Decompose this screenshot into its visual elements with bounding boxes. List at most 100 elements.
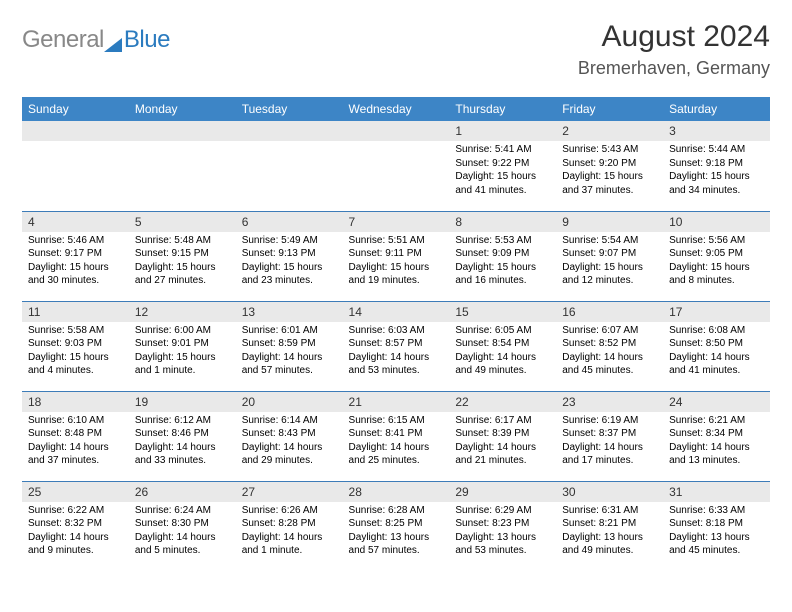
day-number: [343, 121, 450, 141]
calendar-cell: 5Sunrise: 5:48 AMSunset: 9:15 PMDaylight…: [129, 211, 236, 301]
sunset-text: Sunset: 8:18 PM: [669, 517, 764, 531]
day-details: Sunrise: 6:12 AMSunset: 8:46 PMDaylight:…: [129, 412, 236, 472]
day-header: Wednesday: [343, 97, 450, 121]
day-number: 3: [663, 121, 770, 141]
day-number: 7: [343, 212, 450, 232]
daylight-text: Daylight: 14 hours and 57 minutes.: [242, 351, 337, 378]
day-number: 30: [556, 482, 663, 502]
day-details: Sunrise: 6:00 AMSunset: 9:01 PMDaylight:…: [129, 322, 236, 382]
calendar-cell: 13Sunrise: 6:01 AMSunset: 8:59 PMDayligh…: [236, 301, 343, 391]
calendar-cell: [129, 121, 236, 211]
day-details: Sunrise: 5:41 AMSunset: 9:22 PMDaylight:…: [449, 141, 556, 201]
day-details: Sunrise: 6:03 AMSunset: 8:57 PMDaylight:…: [343, 322, 450, 382]
sunrise-text: Sunrise: 6:15 AM: [349, 414, 444, 428]
day-number: 23: [556, 392, 663, 412]
day-details: Sunrise: 6:14 AMSunset: 8:43 PMDaylight:…: [236, 412, 343, 472]
sunset-text: Sunset: 8:52 PM: [562, 337, 657, 351]
day-header: Thursday: [449, 97, 556, 121]
calendar-cell: 20Sunrise: 6:14 AMSunset: 8:43 PMDayligh…: [236, 391, 343, 481]
sunset-text: Sunset: 9:17 PM: [28, 247, 123, 261]
day-header: Saturday: [663, 97, 770, 121]
sunrise-text: Sunrise: 6:01 AM: [242, 324, 337, 338]
calendar-body: 1Sunrise: 5:41 AMSunset: 9:22 PMDaylight…: [22, 121, 770, 571]
daylight-text: Daylight: 14 hours and 53 minutes.: [349, 351, 444, 378]
daylight-text: Daylight: 14 hours and 21 minutes.: [455, 441, 550, 468]
sunrise-text: Sunrise: 6:21 AM: [669, 414, 764, 428]
calendar-cell: 23Sunrise: 6:19 AMSunset: 8:37 PMDayligh…: [556, 391, 663, 481]
daylight-text: Daylight: 15 hours and 27 minutes.: [135, 261, 230, 288]
location-label: Bremerhaven, Germany: [578, 58, 770, 79]
sunrise-text: Sunrise: 6:07 AM: [562, 324, 657, 338]
calendar-cell: 27Sunrise: 6:26 AMSunset: 8:28 PMDayligh…: [236, 481, 343, 571]
sunset-text: Sunset: 8:46 PM: [135, 427, 230, 441]
sunset-text: Sunset: 8:41 PM: [349, 427, 444, 441]
day-number: 16: [556, 302, 663, 322]
sunrise-text: Sunrise: 5:46 AM: [28, 234, 123, 248]
day-details: Sunrise: 6:28 AMSunset: 8:25 PMDaylight:…: [343, 502, 450, 562]
day-number: 2: [556, 121, 663, 141]
calendar-week-row: 25Sunrise: 6:22 AMSunset: 8:32 PMDayligh…: [22, 481, 770, 571]
day-details: Sunrise: 5:54 AMSunset: 9:07 PMDaylight:…: [556, 232, 663, 292]
sunset-text: Sunset: 9:07 PM: [562, 247, 657, 261]
sunrise-text: Sunrise: 5:51 AM: [349, 234, 444, 248]
day-details: Sunrise: 5:48 AMSunset: 9:15 PMDaylight:…: [129, 232, 236, 292]
daylight-text: Daylight: 14 hours and 13 minutes.: [669, 441, 764, 468]
logo-text-blue: Blue: [124, 26, 170, 54]
day-number: 10: [663, 212, 770, 232]
sunrise-text: Sunrise: 6:12 AM: [135, 414, 230, 428]
sunset-text: Sunset: 8:39 PM: [455, 427, 550, 441]
daylight-text: Daylight: 13 hours and 53 minutes.: [455, 531, 550, 558]
calendar-header-row: Sunday Monday Tuesday Wednesday Thursday…: [22, 97, 770, 121]
calendar-cell: 15Sunrise: 6:05 AMSunset: 8:54 PMDayligh…: [449, 301, 556, 391]
calendar-cell: 6Sunrise: 5:49 AMSunset: 9:13 PMDaylight…: [236, 211, 343, 301]
day-header: Tuesday: [236, 97, 343, 121]
calendar-cell: 8Sunrise: 5:53 AMSunset: 9:09 PMDaylight…: [449, 211, 556, 301]
day-number: 9: [556, 212, 663, 232]
day-details: Sunrise: 6:33 AMSunset: 8:18 PMDaylight:…: [663, 502, 770, 562]
calendar-cell: 31Sunrise: 6:33 AMSunset: 8:18 PMDayligh…: [663, 481, 770, 571]
calendar-cell: [343, 121, 450, 211]
day-details: Sunrise: 6:31 AMSunset: 8:21 PMDaylight:…: [556, 502, 663, 562]
day-header: Friday: [556, 97, 663, 121]
calendar-week-row: 1Sunrise: 5:41 AMSunset: 9:22 PMDaylight…: [22, 121, 770, 211]
daylight-text: Daylight: 15 hours and 4 minutes.: [28, 351, 123, 378]
day-details: Sunrise: 6:22 AMSunset: 8:32 PMDaylight:…: [22, 502, 129, 562]
sunset-text: Sunset: 8:37 PM: [562, 427, 657, 441]
day-details: Sunrise: 6:19 AMSunset: 8:37 PMDaylight:…: [556, 412, 663, 472]
calendar-cell: 25Sunrise: 6:22 AMSunset: 8:32 PMDayligh…: [22, 481, 129, 571]
day-number: [22, 121, 129, 141]
day-number: 31: [663, 482, 770, 502]
sunset-text: Sunset: 9:05 PM: [669, 247, 764, 261]
calendar-cell: 7Sunrise: 5:51 AMSunset: 9:11 PMDaylight…: [343, 211, 450, 301]
calendar-cell: 12Sunrise: 6:00 AMSunset: 9:01 PMDayligh…: [129, 301, 236, 391]
sunrise-text: Sunrise: 6:05 AM: [455, 324, 550, 338]
month-title: August 2024: [578, 20, 770, 54]
sunrise-text: Sunrise: 6:24 AM: [135, 504, 230, 518]
day-details: Sunrise: 5:49 AMSunset: 9:13 PMDaylight:…: [236, 232, 343, 292]
sunrise-text: Sunrise: 6:17 AM: [455, 414, 550, 428]
day-details: Sunrise: 6:07 AMSunset: 8:52 PMDaylight:…: [556, 322, 663, 382]
day-details: Sunrise: 5:56 AMSunset: 9:05 PMDaylight:…: [663, 232, 770, 292]
day-details: Sunrise: 6:08 AMSunset: 8:50 PMDaylight:…: [663, 322, 770, 382]
calendar-cell: 18Sunrise: 6:10 AMSunset: 8:48 PMDayligh…: [22, 391, 129, 481]
day-number: 18: [22, 392, 129, 412]
day-number: 19: [129, 392, 236, 412]
sunrise-text: Sunrise: 6:00 AM: [135, 324, 230, 338]
calendar-cell: 3Sunrise: 5:44 AMSunset: 9:18 PMDaylight…: [663, 121, 770, 211]
sunset-text: Sunset: 8:28 PM: [242, 517, 337, 531]
sunset-text: Sunset: 9:15 PM: [135, 247, 230, 261]
day-details: Sunrise: 5:53 AMSunset: 9:09 PMDaylight:…: [449, 232, 556, 292]
day-details: Sunrise: 5:44 AMSunset: 9:18 PMDaylight:…: [663, 141, 770, 201]
daylight-text: Daylight: 14 hours and 37 minutes.: [28, 441, 123, 468]
sunset-text: Sunset: 9:20 PM: [562, 157, 657, 171]
daylight-text: Daylight: 14 hours and 41 minutes.: [669, 351, 764, 378]
calendar-cell: 10Sunrise: 5:56 AMSunset: 9:05 PMDayligh…: [663, 211, 770, 301]
day-number: 14: [343, 302, 450, 322]
sunset-text: Sunset: 8:43 PM: [242, 427, 337, 441]
calendar-table: Sunday Monday Tuesday Wednesday Thursday…: [22, 97, 770, 571]
daylight-text: Daylight: 14 hours and 9 minutes.: [28, 531, 123, 558]
daylight-text: Daylight: 13 hours and 45 minutes.: [669, 531, 764, 558]
calendar-week-row: 18Sunrise: 6:10 AMSunset: 8:48 PMDayligh…: [22, 391, 770, 481]
day-details: Sunrise: 6:10 AMSunset: 8:48 PMDaylight:…: [22, 412, 129, 472]
sunset-text: Sunset: 9:13 PM: [242, 247, 337, 261]
